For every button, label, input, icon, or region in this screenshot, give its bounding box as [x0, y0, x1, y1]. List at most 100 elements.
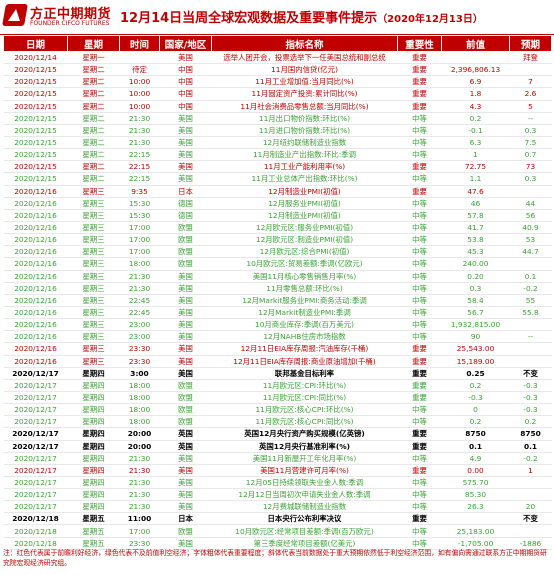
cell-region: 欧盟: [159, 524, 212, 538]
cell-indicator: 美国11月新屋开工年化月率(%): [211, 452, 398, 465]
footnote: 注：红色代表属于前瞻利好经济，绿色代表不及前值利空经济；字体粗体代表重要程度；斜…: [3, 549, 547, 567]
cell-indicator: 美国11月营建许可月率(%): [211, 464, 398, 477]
cell-region: 美国: [159, 464, 212, 477]
cell-time: 待定: [119, 63, 160, 77]
cell-region: 中国: [159, 100, 212, 113]
cell-weekday: 星期三: [67, 294, 120, 307]
cell-indicator: 英国12月央行基准利率(%): [211, 440, 398, 453]
cell-region: 中国: [159, 87, 212, 101]
table-row: 2020/12/17 星期四 3:00 美国 联邦基金目标利率 重要 0.25 不变: [3, 367, 552, 380]
cell-time: 23:30: [119, 537, 160, 550]
cell-indicator: 12月服务业PMI(初值): [211, 197, 398, 210]
cell-time: 10:00: [119, 100, 160, 113]
cell-previous: 8750: [441, 427, 510, 441]
table-row: 2020/12/15 星期二 10:00 中国 11月固定资产投资:累计同比(%) 重要 1…: [3, 87, 552, 101]
cell-importance: 重要: [397, 367, 442, 380]
cell-region: 美国: [159, 112, 212, 125]
table-row: 2020/12/17 星期四 21:30 美国 12月12日当周初次申请失业金人数:季调…: [3, 488, 552, 502]
cell-indicator: 联邦基金目标利率: [211, 367, 398, 380]
cell-weekday: 星期五: [67, 524, 120, 538]
cell-forecast: 0.2: [509, 415, 552, 429]
cell-time: 18:00: [119, 257, 160, 271]
cell-date: 2020/12/16: [3, 257, 68, 271]
table-row: 2020/12/15 星期二 22:15 美国 11月制造业产出指数:环比:季调 中等 1 0…: [3, 148, 552, 162]
cell-time: 21:30: [119, 136, 160, 150]
cell-importance: 中等: [397, 233, 442, 247]
cell-region: 美国: [159, 294, 212, 307]
column-header-previous: 前值: [441, 35, 510, 52]
cell-indicator: 11月国内信贷(亿元): [211, 63, 398, 77]
cell-region: 日本: [159, 512, 212, 526]
cell-date: 2020/12/17: [3, 500, 68, 514]
cell-previous: 1.8: [441, 87, 510, 101]
cell-importance: 重要: [397, 512, 442, 526]
cell-indicator: 12月制造业PMI(初值): [211, 209, 398, 222]
cell-date: 2020/12/16: [3, 270, 68, 283]
cell-previous: 0.2: [441, 379, 510, 392]
cell-importance: 中等: [397, 148, 442, 162]
cell-forecast: 53: [509, 233, 552, 247]
cell-previous: 2,396,806.13: [441, 63, 510, 77]
table-row: 2020/12/16 星期三 23:30 美国 12月11日EIA库存周报:汽油库存(千…: [3, 342, 552, 356]
cell-date: 2020/12/15: [3, 160, 68, 174]
cell-weekday: 星期四: [67, 379, 120, 392]
cell-importance: 中等: [397, 537, 442, 550]
cell-region: 美国: [159, 124, 212, 137]
table-row: 2020/12/17 星期四 21:30 美国 12月05日持续领取失业金人数:季调 中等…: [3, 476, 552, 490]
cell-weekday: 星期三: [67, 330, 120, 344]
table-row: 2020/12/16 星期三 9:35 日本 12月制造业PMI(初值) 重要 47.6: [3, 185, 552, 198]
cell-region: 英国: [159, 440, 212, 453]
table-body: 2020/12/14 星期一 美国 选举人团开会，投票选举下一任美国总统和副总统 重要拜…: [3, 51, 552, 550]
cell-forecast: [509, 63, 552, 77]
cell-forecast: 0.1: [509, 270, 552, 283]
cell-importance: 重要: [397, 440, 442, 453]
table-row: 2020/12/16 星期三 17:00 欧盟 12月欧元区:综合PMI(初值) 中等 45…: [3, 245, 552, 259]
column-header-date: 日期: [3, 35, 68, 52]
cell-previous: 53.8: [441, 233, 510, 247]
cell-forecast: 5: [509, 100, 552, 113]
cell-weekday: 星期三: [67, 209, 120, 222]
cell-previous: 575.70: [441, 476, 510, 490]
cell-forecast: [509, 318, 552, 332]
cell-date: 2020/12/15: [3, 124, 68, 137]
cell-time: 22:45: [119, 294, 160, 307]
cell-indicator: 12月费城联储制造业指数: [211, 500, 398, 514]
cell-region: 欧盟: [159, 257, 212, 271]
table-row: 2020/12/17 星期四 18:00 欧盟 11月欧元区:CPI:环比(%) 重要 0.…: [3, 379, 552, 392]
cell-weekday: 星期三: [67, 306, 120, 320]
cell-date: 2020/12/16: [3, 355, 68, 368]
cell-importance: 中等: [397, 172, 442, 186]
cell-indicator: 12月欧元区:制造业PMI(初值): [211, 233, 398, 247]
cell-region: 欧盟: [159, 403, 212, 417]
cell-region: 美国: [159, 51, 212, 65]
cell-time: 21:30: [119, 124, 160, 137]
cell-weekday: 星期三: [67, 270, 120, 283]
cell-forecast: -0.2: [509, 282, 552, 295]
cell-region: 欧盟: [159, 379, 212, 392]
table-row: 2020/12/16 星期三 18:00 欧盟 10月欧元区:贸易差额:季调(亿欧元) 中…: [3, 257, 552, 271]
cell-weekday: 星期四: [67, 440, 120, 453]
table-row: 2020/12/16 星期三 21:30 美国 11月零售总额:环比(%) 中等 0.3 -0…: [3, 282, 552, 295]
cell-time: 21:30: [119, 464, 160, 477]
cell-region: 欧盟: [159, 233, 212, 247]
cell-date: 2020/12/18: [3, 524, 68, 538]
table-row: 2020/12/16 星期三 22:45 美国 12月Markit服务业PMI:商务活动…: [3, 294, 552, 307]
cell-region: 美国: [159, 367, 212, 380]
cell-importance: 重要: [397, 100, 442, 113]
cell-forecast: 0.1: [509, 440, 552, 453]
header: 方正中期期货 FOUNDER CIFCO FUTURES 12月14日当周全球宏…: [0, 0, 554, 35]
cell-date: 2020/12/17: [3, 488, 68, 502]
cell-weekday: 星期二: [67, 148, 120, 162]
cell-date: 2020/12/17: [3, 427, 68, 441]
cell-date: 2020/12/17: [3, 476, 68, 490]
cell-date: 2020/12/15: [3, 100, 68, 113]
cell-region: 美国: [159, 306, 212, 320]
table-row: 2020/12/17 星期四 18:00 欧盟 11月欧元区:CPI:同比(%) 重要 -0…: [3, 391, 552, 405]
cell-previous: 0.1: [441, 440, 510, 453]
cell-previous: 6.9: [441, 75, 510, 89]
table-row: 2020/12/15 星期二 22:15 美国 11月工业总体产出指数:环比(%) 中等 1…: [3, 172, 552, 186]
cell-forecast: [509, 185, 552, 198]
cell-date: 2020/12/16: [3, 233, 68, 247]
cell-weekday: 星期三: [67, 257, 120, 271]
